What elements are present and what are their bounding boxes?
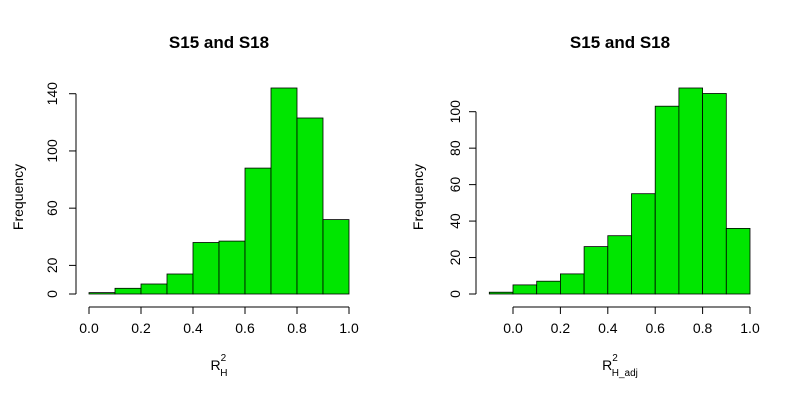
x-tick-label: 0.8 bbox=[693, 320, 713, 336]
y-tick-label: 80 bbox=[447, 140, 463, 156]
histogram-bar bbox=[702, 93, 727, 295]
histogram-bar bbox=[114, 287, 142, 295]
histogram-bar bbox=[678, 87, 704, 295]
y-tick-label: 60 bbox=[447, 177, 463, 193]
x-tick-label: 1.0 bbox=[740, 320, 760, 336]
x-axis-title-main: R bbox=[211, 357, 221, 373]
histogram-bar bbox=[631, 193, 656, 295]
x-tick-label: 0.0 bbox=[79, 320, 99, 336]
y-axis-title: Frequency bbox=[10, 164, 26, 230]
x-tick-label: 0.2 bbox=[131, 320, 151, 336]
histogram-bar bbox=[560, 273, 585, 295]
histogram-bar bbox=[218, 240, 246, 295]
histogram-bar bbox=[244, 167, 272, 295]
x-axis-title-sup: 2 bbox=[612, 353, 618, 364]
y-axis-title: Frequency bbox=[410, 164, 426, 230]
histogram-bar bbox=[166, 273, 194, 295]
right-histogram-panel: S15 and S18 0.0 0.2 0.4 0.6 0.8 1.0 0 20 40 60 80 10… bbox=[410, 33, 760, 379]
y-tick-label: 100 bbox=[44, 139, 60, 163]
y-tick-label: 40 bbox=[447, 213, 463, 229]
x-tick-label: 0.6 bbox=[645, 320, 665, 336]
x-tick-label: 0.4 bbox=[183, 320, 203, 336]
y-tick-label: 140 bbox=[44, 82, 60, 106]
x-axis-title: R2 H_adj bbox=[602, 353, 638, 379]
histogram-bar bbox=[512, 284, 538, 295]
x-axis-title-sub: H bbox=[220, 368, 227, 379]
x-axis-title: R2 H bbox=[211, 353, 228, 379]
histogram-bar bbox=[607, 235, 632, 295]
histogram-bar bbox=[488, 291, 514, 295]
x-tick-label: 1.0 bbox=[339, 320, 359, 336]
x-tick-label: 0.2 bbox=[551, 320, 571, 336]
histogram-bar bbox=[296, 117, 324, 295]
histogram-bar bbox=[725, 227, 751, 295]
x-axis-title-sup: 2 bbox=[221, 353, 227, 364]
histogram-bar bbox=[583, 246, 609, 295]
left-histogram-panel: S15 and S18 0.0 0.2 0.4 0.6 0.8 1.0 0 20 60 100 140… bbox=[10, 33, 359, 379]
chart-title: S15 and S18 bbox=[169, 33, 269, 52]
y-tick-label: 0 bbox=[44, 290, 60, 298]
x-tick-label: 0.6 bbox=[235, 320, 255, 336]
histogram-bar bbox=[322, 219, 350, 295]
x-tick-label: 0.8 bbox=[287, 320, 307, 336]
y-tick-label: 60 bbox=[44, 200, 60, 216]
histogram-bar bbox=[192, 242, 220, 295]
x-tick-label: 0.0 bbox=[503, 320, 523, 336]
y-tick-label: 20 bbox=[44, 257, 60, 273]
x-tick-label: 0.4 bbox=[598, 320, 618, 336]
x-axis-title-sub: H_adj bbox=[612, 368, 638, 379]
y-tick-label: 0 bbox=[447, 290, 463, 298]
histogram-bar bbox=[654, 105, 680, 295]
chart-title: S15 and S18 bbox=[570, 33, 670, 52]
histogram-bar bbox=[536, 280, 561, 295]
histogram-bar bbox=[140, 283, 168, 295]
y-tick-label: 100 bbox=[447, 100, 463, 124]
x-axis-title-main: R bbox=[602, 357, 612, 373]
histogram-bar bbox=[270, 87, 298, 295]
y-tick-label: 20 bbox=[447, 250, 463, 266]
histogram-bar bbox=[88, 292, 116, 295]
